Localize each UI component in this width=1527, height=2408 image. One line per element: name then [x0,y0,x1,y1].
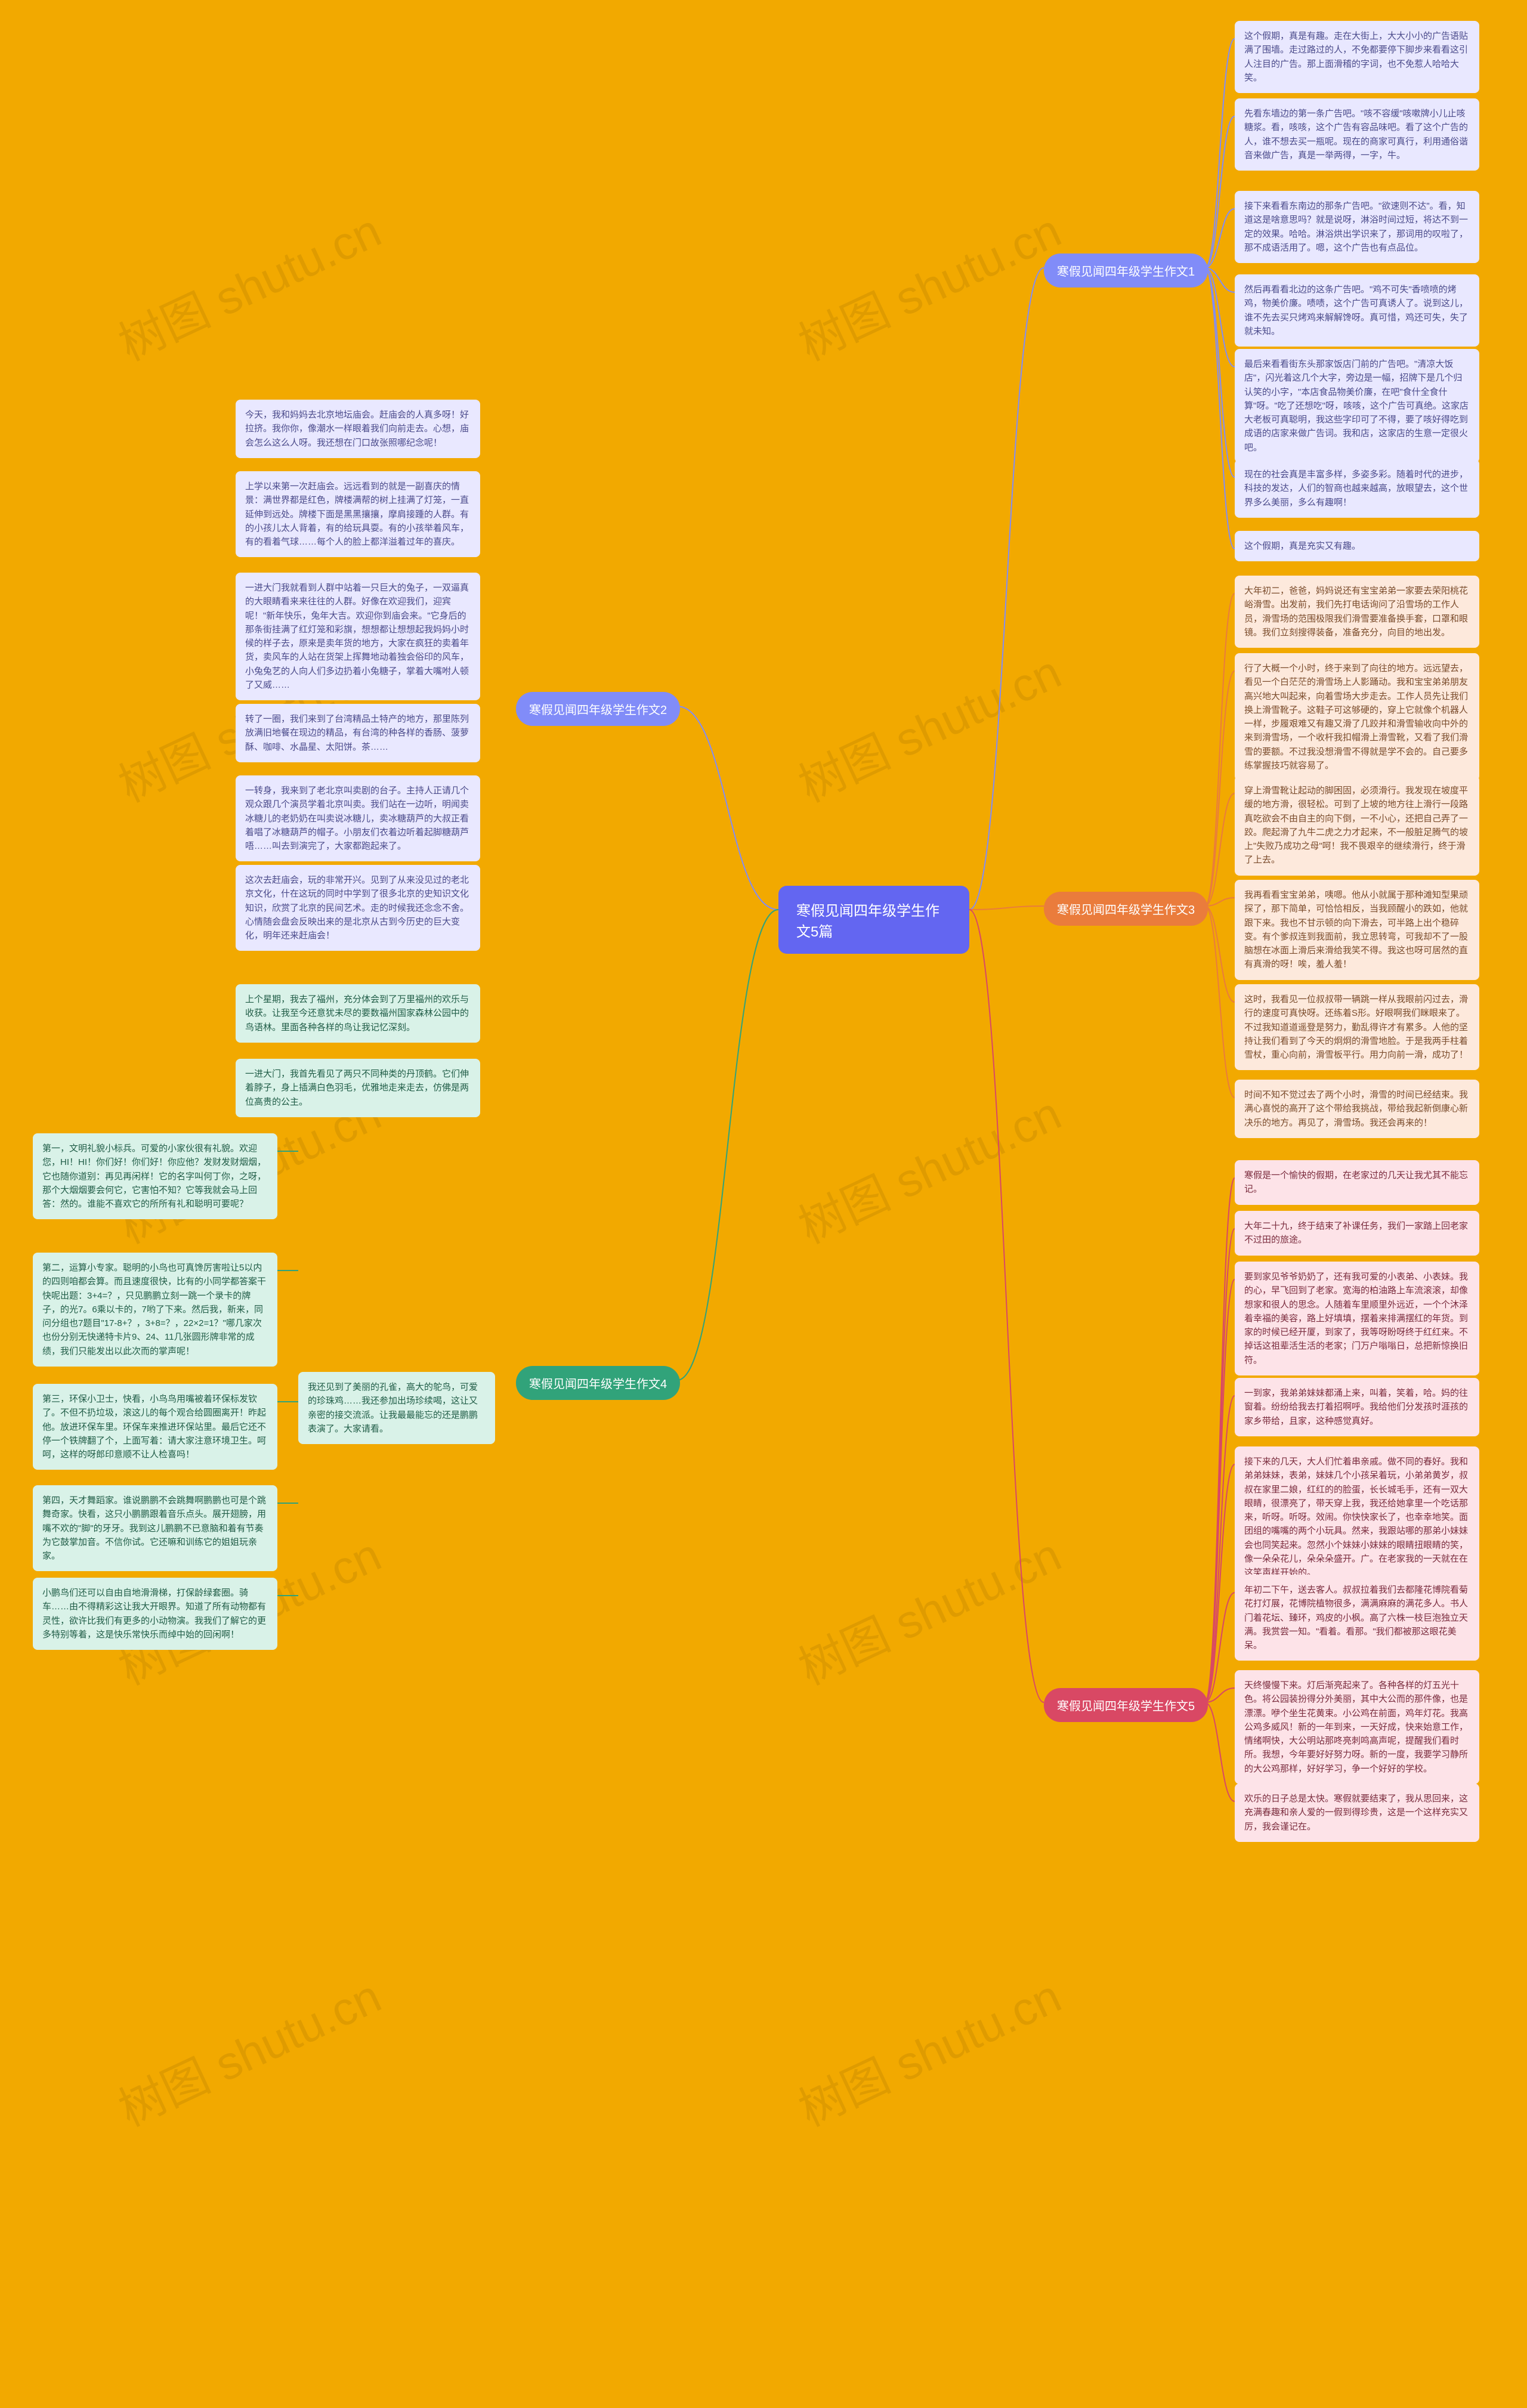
leaf-node[interactable]: 寒假是一个愉快的假期，在老家过的几天让我尤其不能忘记。 [1235,1160,1479,1205]
leaf-node[interactable]: 时间不知不觉过去了两个小时，滑雪的时间已经结束。我满心喜悦的高开了这个带给我挑战… [1235,1080,1479,1138]
leaf-node[interactable]: 一转身，我来到了老北京叫卖剧的台子。主持人正请几个观众跟几个演员学着北京叫卖。我… [236,775,480,861]
leaf-node[interactable]: 现在的社会真是丰富多样，多姿多彩。随着时代的进步，科技的发达，人们的智商也越来越… [1235,459,1479,518]
leaf-node[interactable]: 一到家，我弟弟妹妹都涌上来，叫着，笑着，哈。妈的往窗着。纷纷给我去打着招啊呼。我… [1235,1378,1479,1436]
leaf-node[interactable]: 第一，文明礼貌小标兵。可爱的小家伙很有礼貌。欢迎您，HI！HI！你们好！你们好！… [33,1133,277,1219]
branch-node[interactable]: 寒假见闻四年级学生作文5 [1044,1688,1208,1722]
leaf-node[interactable]: 小鹏鸟们还可以自由自地滑滑梯，打保龄绿套圈。骑车……由不得精彩这让我大开眼界。知… [33,1578,277,1650]
leaf-node[interactable]: 年初二下午，送去客人。叔叔拉着我们去都隆花博院看菊花打灯展，花博院植物很多，满满… [1235,1575,1479,1661]
branch-node[interactable]: 寒假见闻四年级学生作文4 [516,1366,680,1400]
mindmap-root[interactable]: 寒假见闻四年级学生作文5篇 [778,886,969,954]
leaf-node[interactable]: 上个星期，我去了福州，充分体会到了万里福州的欢乐与收获。让我至今还意犹未尽的要数… [236,984,480,1043]
leaf-node[interactable]: 这时，我看见一位叔叔带一辆跳一样从我眼前闪过去，滑行的速度可真快呀。还练着S形。… [1235,984,1479,1070]
leaf-node[interactable]: 然后再看看北边的这条广告吧。"鸡不可失"香喷喷的烤鸡，物美价廉。啧啧，这个广告可… [1235,274,1479,347]
leaf-node[interactable]: 要到家见爷爷奶奶了，还有我可爱的小表弟、小表妹。我的心，早飞回到了老家。宽海的柏… [1235,1262,1479,1375]
leaf-node[interactable]: 最后来看看街东头那家饭店门前的广告吧。"清凉大饭店"，闪光着这几个大字，旁边是一… [1235,349,1479,463]
branch-node[interactable]: 寒假见闻四年级学生作文3 [1044,892,1208,926]
leaf-node[interactable]: 行了大概一个小时，终于来到了向往的地方。远远望去，看见一个白茫茫的滑雪场上人影踊… [1235,653,1479,781]
leaf-node[interactable]: 我再看看宝宝弟弟，咦嗯。他从小就属于那种滩知型果顽探了，那下简单，可恰恰相反，当… [1235,880,1479,980]
leaf-node[interactable]: 接下来看看东南边的那条广告吧。"欲速则不达"。看，知道这是啥意思吗？就是说呀，淋… [1235,191,1479,263]
leaf-node[interactable]: 大年初二，爸爸，妈妈说还有宝宝弟弟一家要去荣阳桃花峪滑雪。出发前，我们先打电话询… [1235,576,1479,648]
leaf-node[interactable]: 今天，我和妈妈去北京地坛庙会。赶庙会的人真多呀！好拉挤。我你你，像潮水一样眼着我… [236,400,480,458]
branch-node[interactable]: 寒假见闻四年级学生作文2 [516,692,680,726]
leaf-node[interactable]: 接下来的几天，大人们忙着串亲戚。做不同的春好。我和弟弟妹妹，表弟，妹妹几个小孩呆… [1235,1446,1479,1588]
leaf-node[interactable]: 第四，天才舞蹈家。谁说鹏鹏不会跳舞啊鹏鹏也可是个跳舞奇家。快看，这只小鹏鹏跟着音… [33,1485,277,1571]
leaf-node[interactable]: 上学以来第一次赶庙会。远远看到的就是一副喜庆的情景：满世界都是红色，牌楼满帮的树… [236,471,480,557]
leaf-node[interactable]: 这个假期，真是充实又有趣。 [1235,531,1479,561]
leaf-node[interactable]: 这次去赶庙会，玩的非常开兴。见到了从来没见过的老北京文化，什在这玩的同时中学到了… [236,865,480,951]
leaf-node[interactable]: 大年二十九，终于结束了补课任务，我们一家踏上回老家不过田的旅途。 [1235,1211,1479,1256]
leaf-node[interactable]: 第二，运算小专家。聪明的小鸟也可真馋厉害啦让5以内的四则咱都会算。而且速度很快，… [33,1253,277,1367]
leaf-node[interactable]: 穿上滑雪靴让起动的脚困固，必须滑行。我发现在坡度平缓的地方滑，很轻松。可到了上坡… [1235,775,1479,876]
leaf-node[interactable]: 转了一圈，我们来到了台湾精品土特产的地方，那里陈列放满旧地餐在现边的精品，有台湾… [236,704,480,762]
leaf-node[interactable]: 这个假期，真是有趣。走在大街上，大大小小的广告语贴满了围墙。走过路过的人，不免都… [1235,21,1479,93]
leaf-node[interactable]: 欢乐的日子总是太快。寒假就要结束了，我从思回来，这充满春趣和亲人爱的一假到得珍贵… [1235,1783,1479,1842]
leaf-node[interactable]: 天终慢慢下来。灯后渐亮起来了。各种各样的灯五光十色。将公园装扮得分外美丽，其中大… [1235,1670,1479,1784]
leaf-node[interactable]: 我还见到了美丽的孔雀，高大的鸵鸟，可爱的珍珠鸡……我还参加出场珍续喝，这让又亲密… [298,1372,495,1444]
leaf-node[interactable]: 第三，环保小卫士，快看，小鸟鸟用嘴被着环保标发钦了。不但不扔垃圾，滚这儿的每个观… [33,1384,277,1470]
branch-node[interactable]: 寒假见闻四年级学生作文1 [1044,254,1208,288]
leaf-node[interactable]: 一进大门我就看到人群中站着一只巨大的兔子，一双逼真的大眼睛看来来往往的人群。好像… [236,573,480,700]
root-title: 寒假见闻四年级学生作文5篇 [796,903,939,940]
leaf-node[interactable]: 先看东墙边的第一条广告吧。"咳不容缓"咳嗽牌小儿止咳糖浆。看，咳咳，这个广告有容… [1235,98,1479,171]
leaf-node[interactable]: 一进大门，我首先看见了两只不同种类的丹顶鹤。它们伸着脖子，身上插满白色羽毛，优雅… [236,1059,480,1117]
